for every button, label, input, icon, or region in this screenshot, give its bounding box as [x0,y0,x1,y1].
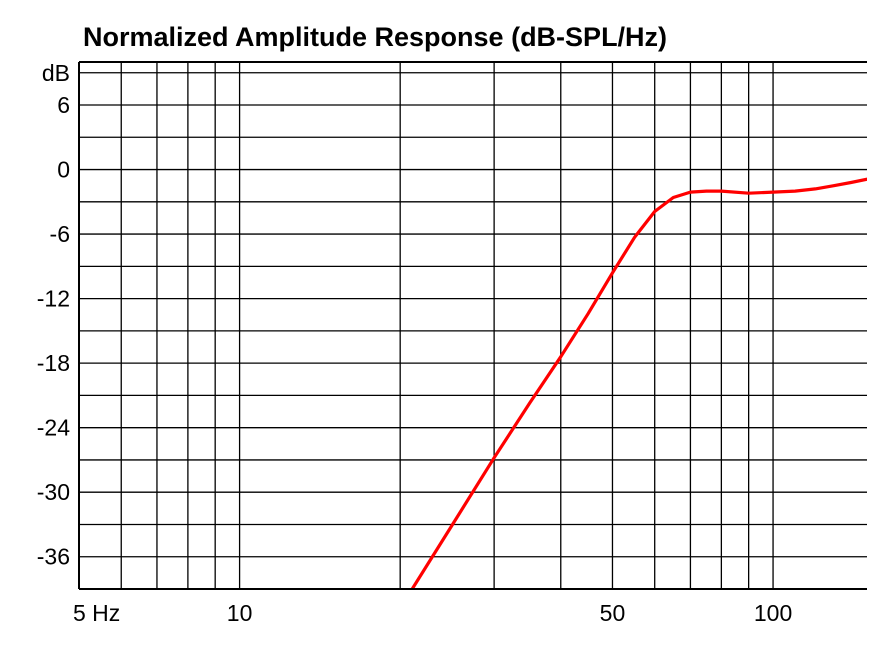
y-tick-label: -6 [50,221,70,247]
y-unit-label: dB [42,60,70,86]
series-layer [410,177,867,589]
y-tick-label: 0 [57,157,70,183]
x-tick-label: 50 [600,600,626,626]
y-tick-label: -24 [37,415,70,441]
x-tick-label: 10 [227,600,253,626]
y-tick-label: -36 [37,544,70,570]
y-tick-label: -30 [37,479,70,505]
x-tick-label: 5 Hz [73,600,120,626]
x-tick-label: 100 [754,600,792,626]
tick-labels: dB 6 0 -6 -12 -18 -24 -30 -36 5 Hz 10 50 100 [37,60,792,626]
y-tick-label: 6 [57,92,70,118]
plot-frame [78,61,867,590]
y-tick-label: -12 [37,286,70,312]
chart-title: Normalized Amplitude Response (dB-SPL/Hz… [83,22,668,52]
response-curve [410,177,867,589]
grid [79,62,867,590]
y-tick-label: -18 [37,350,70,376]
